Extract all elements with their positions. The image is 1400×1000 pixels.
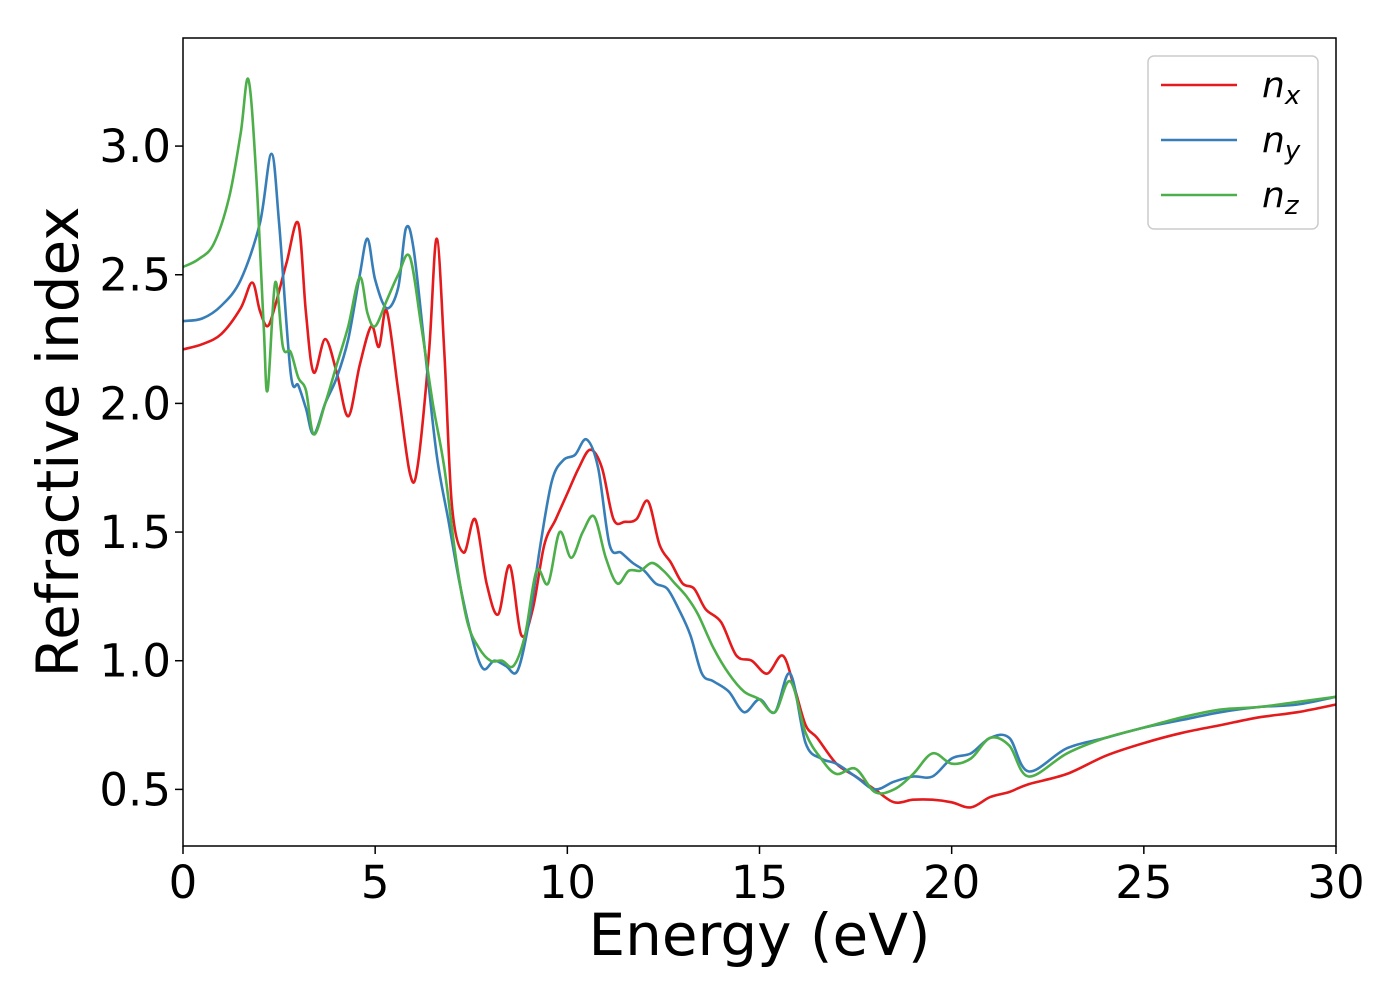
x-tick-label: 25 [1115, 856, 1172, 909]
x-axis: 0 5 10 15 20 25 30 [169, 846, 1365, 909]
x-tick-label: 15 [731, 856, 788, 909]
y-axis-title: Refractive index [24, 206, 92, 677]
x-tick-label: 30 [1307, 856, 1364, 909]
series-line-z [182, 77, 1337, 795]
legend-label-z: nz [1262, 175, 1300, 221]
legend-label-y: ny [1262, 120, 1301, 166]
y-tick-label: 0.5 [99, 763, 171, 816]
legend-label-x: nx [1262, 65, 1301, 111]
x-tick-label: 0 [169, 856, 198, 909]
y-tick-label: 2.0 [99, 377, 171, 430]
series-line-y [182, 152, 1337, 791]
legend-box [1147, 55, 1319, 230]
y-tick-label: 1.5 [99, 506, 171, 559]
y-tick-label: 2.5 [99, 249, 171, 302]
y-axis: 0.5 1.0 1.5 2.0 2.5 3.0 [99, 120, 183, 816]
x-tick-label: 10 [539, 856, 596, 909]
x-tick-label: 20 [923, 856, 980, 909]
y-tick-label: 3.0 [99, 120, 171, 173]
x-tick-label: 5 [361, 856, 390, 909]
series-layer [182, 77, 1337, 809]
x-axis-title: Energy (eV) [588, 901, 930, 969]
series-line-x [182, 220, 1337, 809]
y-tick-label: 1.0 [99, 635, 171, 688]
legend: nx ny nz [1147, 55, 1319, 230]
